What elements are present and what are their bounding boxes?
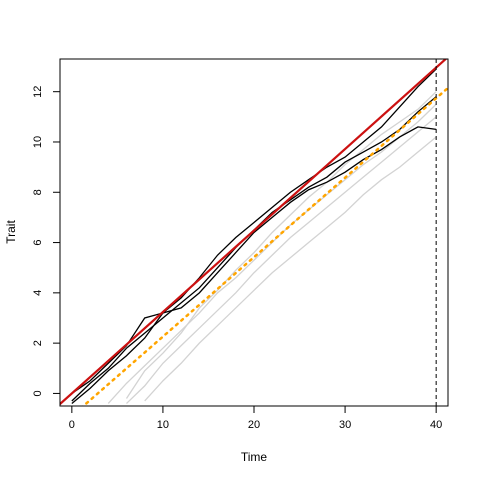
trajectory (144, 136, 437, 402)
plot-area (60, 59, 448, 406)
reference-line (81, 86, 448, 406)
y-tick-label: 8 (32, 189, 44, 195)
x-tick-label: 30 (339, 419, 351, 431)
y-tick-label: 6 (32, 239, 44, 245)
y-tick-label: 10 (32, 136, 44, 148)
reference-line (60, 59, 448, 406)
y-tick-label: 0 (32, 390, 44, 396)
trajectory (125, 91, 437, 399)
x-axis-title: Time (241, 450, 268, 464)
x-tick-label: 40 (430, 419, 442, 431)
x-tick-label: 20 (248, 419, 260, 431)
trajectory (71, 68, 437, 394)
trajectory (71, 126, 437, 404)
trajectory (126, 116, 437, 404)
y-tick-label: 4 (32, 290, 44, 296)
y-tick-label: 12 (32, 86, 44, 98)
x-tick-label: 0 (69, 419, 75, 431)
x-tick-label: 10 (157, 419, 169, 431)
y-tick-label: 2 (32, 340, 44, 346)
y-axis-title: Trait (4, 220, 18, 244)
